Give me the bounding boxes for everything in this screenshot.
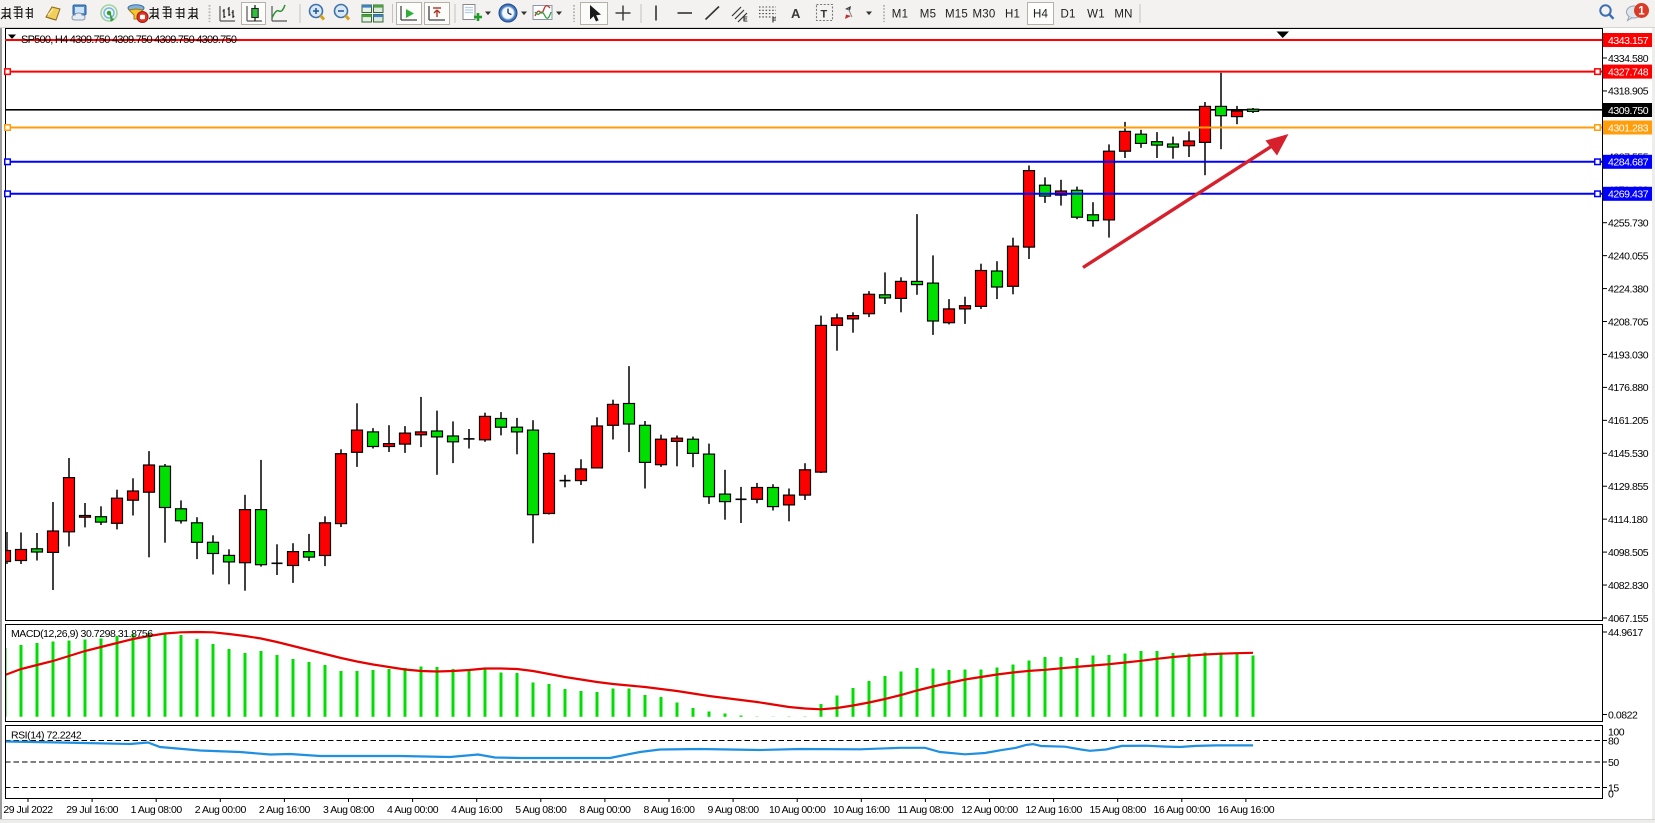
svg-text:4098.505: 4098.505 — [1608, 547, 1649, 559]
svg-text:W1: W1 — [1087, 9, 1105, 21]
svg-text:50: 50 — [1608, 757, 1619, 769]
svg-text:F: F — [772, 18, 777, 25]
svg-text:15 Aug 08:00: 15 Aug 08:00 — [1089, 804, 1146, 816]
svg-text:3 Aug 08:00: 3 Aug 08:00 — [323, 804, 375, 816]
svg-text:T: T — [821, 9, 828, 21]
svg-text:A: A — [791, 6, 801, 21]
svg-text:4176.880: 4176.880 — [1608, 382, 1649, 394]
svg-text:44.9617: 44.9617 — [1608, 627, 1643, 639]
svg-text:RSI(14) 72.2242: RSI(14) 72.2242 — [11, 730, 82, 742]
svg-text:H4: H4 — [1033, 9, 1049, 21]
svg-text:H1: H1 — [1005, 9, 1020, 21]
svg-text:4301.283: 4301.283 — [1608, 122, 1649, 134]
svg-text:16 Aug 16:00: 16 Aug 16:00 — [1218, 804, 1275, 816]
svg-text:SP500, H4 4309.750 4309.750 4: SP500, H4 4309.750 4309.750 4309.750 430… — [21, 34, 237, 46]
svg-text:10 Aug 00:00: 10 Aug 00:00 — [769, 804, 826, 816]
svg-text:4284.687: 4284.687 — [1608, 157, 1649, 169]
svg-text:15: 15 — [1608, 782, 1619, 794]
svg-text:10 Aug 16:00: 10 Aug 16:00 — [833, 804, 890, 816]
svg-text:5 Aug 08:00: 5 Aug 08:00 — [515, 804, 567, 816]
svg-text:100: 100 — [1608, 726, 1625, 738]
svg-text:4 Aug 00:00: 4 Aug 00:00 — [387, 804, 439, 816]
svg-text:4224.380: 4224.380 — [1608, 283, 1649, 295]
svg-text:1: 1 — [1638, 6, 1645, 18]
svg-text:80: 80 — [1608, 735, 1619, 747]
svg-text:D1: D1 — [1060, 9, 1075, 21]
svg-text:MN: MN — [1114, 9, 1132, 21]
svg-text:4067.155: 4067.155 — [1608, 613, 1649, 625]
svg-text:4208.705: 4208.705 — [1608, 316, 1649, 328]
svg-text:4240.055: 4240.055 — [1608, 250, 1649, 262]
svg-text:16 Aug 00:00: 16 Aug 00:00 — [1154, 804, 1211, 816]
svg-text:4318.905: 4318.905 — [1608, 86, 1649, 98]
svg-text:2 Aug 00:00: 2 Aug 00:00 — [195, 804, 247, 816]
svg-text:4309.750: 4309.750 — [1608, 105, 1649, 117]
svg-text:E: E — [743, 17, 748, 24]
svg-text:1 Aug 08:00: 1 Aug 08:00 — [131, 804, 183, 816]
svg-text:12 Aug 16:00: 12 Aug 16:00 — [1025, 804, 1082, 816]
svg-text:M1: M1 — [892, 9, 908, 21]
svg-text:0: 0 — [1608, 788, 1614, 800]
svg-text:29 Jul 2022: 29 Jul 2022 — [3, 804, 53, 816]
svg-text:8 Aug 00:00: 8 Aug 00:00 — [579, 804, 631, 816]
svg-text:9 Aug 08:00: 9 Aug 08:00 — [708, 804, 760, 816]
svg-text:4129.855: 4129.855 — [1608, 481, 1649, 493]
svg-text:4334.580: 4334.580 — [1608, 53, 1649, 65]
svg-text:0.0822: 0.0822 — [1608, 709, 1638, 721]
svg-text:4161.205: 4161.205 — [1608, 415, 1649, 427]
svg-text:4193.030: 4193.030 — [1608, 349, 1649, 361]
svg-text:M5: M5 — [920, 9, 936, 21]
svg-text:4114.180: 4114.180 — [1608, 514, 1648, 526]
svg-text:4082.830: 4082.830 — [1608, 580, 1649, 592]
svg-text:4145.530: 4145.530 — [1608, 448, 1649, 460]
svg-text:29 Jul 16:00: 29 Jul 16:00 — [66, 804, 118, 816]
svg-text:4255.730: 4255.730 — [1608, 218, 1649, 230]
svg-text:4327.748: 4327.748 — [1608, 66, 1649, 78]
svg-text:4269.437: 4269.437 — [1608, 189, 1649, 201]
svg-text:8 Aug 16:00: 8 Aug 16:00 — [643, 804, 695, 816]
svg-text:11 Aug 08:00: 11 Aug 08:00 — [898, 804, 954, 816]
svg-text:12 Aug 00:00: 12 Aug 00:00 — [961, 804, 1018, 816]
svg-text:2 Aug 16:00: 2 Aug 16:00 — [259, 804, 311, 816]
svg-text:M30: M30 — [973, 9, 996, 21]
svg-text:4 Aug 16:00: 4 Aug 16:00 — [451, 804, 503, 816]
svg-text:M15: M15 — [945, 9, 968, 21]
svg-text:MACD(12,26,9) 30.7298 31.8756: MACD(12,26,9) 30.7298 31.8756 — [11, 628, 153, 640]
svg-text:4343.157: 4343.157 — [1608, 35, 1649, 47]
